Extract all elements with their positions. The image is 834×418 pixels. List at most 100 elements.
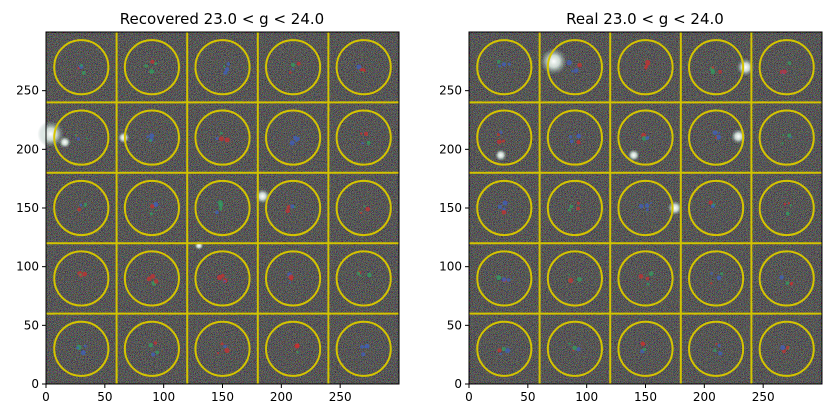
object-marker <box>146 135 149 139</box>
detection-circle <box>335 320 392 377</box>
y-tick-label: 50 <box>24 318 39 332</box>
object-marker <box>361 142 364 145</box>
object-marker <box>638 274 644 279</box>
object-marker <box>80 350 86 356</box>
object-marker <box>718 131 721 135</box>
object-marker <box>149 69 155 74</box>
object-marker <box>155 350 160 355</box>
object-marker <box>149 133 155 139</box>
detection-circle <box>335 250 392 307</box>
object-marker <box>150 204 155 209</box>
cutout-markers <box>496 59 794 356</box>
object-marker <box>571 69 574 73</box>
detection-circle <box>546 179 603 237</box>
object-marker <box>785 345 790 350</box>
object-marker <box>710 69 716 75</box>
object-marker <box>501 209 507 215</box>
object-marker <box>506 278 511 282</box>
object-marker <box>717 343 721 348</box>
object-marker <box>716 134 722 140</box>
object-marker <box>644 66 648 70</box>
object-marker <box>783 202 787 206</box>
object-marker <box>712 130 718 136</box>
detection-circle <box>335 39 392 96</box>
object-marker <box>218 207 223 211</box>
object-marker <box>496 275 502 281</box>
object-marker <box>641 136 647 141</box>
chart-title: Recovered 23.0 < g < 24.0 <box>120 10 324 28</box>
object-marker <box>713 348 717 353</box>
object-marker <box>785 281 790 285</box>
detection-circle <box>53 109 110 166</box>
detection-circle <box>194 109 251 166</box>
object-marker <box>288 281 292 284</box>
object-marker <box>787 202 791 205</box>
detection-circle <box>546 320 603 377</box>
object-marker <box>711 204 715 209</box>
detection-circle <box>53 250 110 307</box>
object-marker <box>296 61 301 66</box>
y-tick-label: 50 <box>447 318 462 332</box>
detection-circle <box>546 250 603 307</box>
x-tick-label: 150 <box>634 390 657 404</box>
object-marker <box>293 135 298 140</box>
cutout-grid <box>469 32 822 384</box>
x-tick-label: 100 <box>152 390 175 404</box>
object-marker <box>780 345 786 351</box>
object-marker <box>645 277 650 281</box>
noise-texture <box>469 32 822 384</box>
object-marker <box>76 346 80 350</box>
object-marker <box>715 342 718 345</box>
object-marker <box>501 277 507 282</box>
object-marker <box>645 208 649 212</box>
x-tick-label: 0 <box>42 390 50 404</box>
y-tick-label: 250 <box>439 84 462 98</box>
object-marker <box>497 204 503 210</box>
object-marker <box>572 345 577 351</box>
detection-circle <box>53 179 110 237</box>
object-marker <box>223 70 228 75</box>
object-marker <box>576 133 582 139</box>
object-marker <box>647 63 650 66</box>
detection-circle <box>476 320 533 377</box>
object-marker <box>144 64 148 68</box>
object-marker <box>790 136 793 139</box>
y-tick-label: 150 <box>439 201 462 215</box>
object-marker <box>155 209 158 212</box>
detection-circle <box>194 39 251 96</box>
object-marker <box>496 139 502 145</box>
object-marker <box>719 272 724 276</box>
object-marker <box>709 282 713 285</box>
cutout-grid <box>46 32 399 384</box>
object-marker <box>360 345 364 349</box>
detection-circles <box>476 39 815 377</box>
detection-circle <box>265 109 322 166</box>
detection-circle <box>476 250 533 307</box>
detection-circle <box>194 250 251 307</box>
object-marker <box>81 70 86 75</box>
chart-title: Real 23.0 < g < 24.0 <box>566 10 724 28</box>
object-marker <box>568 135 573 139</box>
detection-circle <box>123 179 180 237</box>
object-marker <box>290 204 295 209</box>
detection-circles <box>53 39 392 377</box>
object-marker <box>640 341 645 346</box>
object-marker <box>710 272 713 275</box>
bright-source <box>540 48 567 75</box>
object-marker <box>359 132 363 135</box>
y-tick-label: 0 <box>454 377 462 391</box>
object-marker <box>85 137 88 140</box>
x-tick-label: 0 <box>465 390 473 404</box>
detection-circle <box>194 179 251 237</box>
y-tick-label: 200 <box>439 142 462 156</box>
object-marker <box>75 134 78 137</box>
detection-circle <box>758 109 815 166</box>
object-marker <box>716 275 722 281</box>
object-marker <box>501 347 506 352</box>
object-marker <box>154 62 158 66</box>
object-marker <box>363 204 366 208</box>
object-marker <box>366 140 371 145</box>
object-marker <box>216 352 220 355</box>
object-marker <box>79 203 83 207</box>
y-tick-label: 200 <box>16 142 39 156</box>
